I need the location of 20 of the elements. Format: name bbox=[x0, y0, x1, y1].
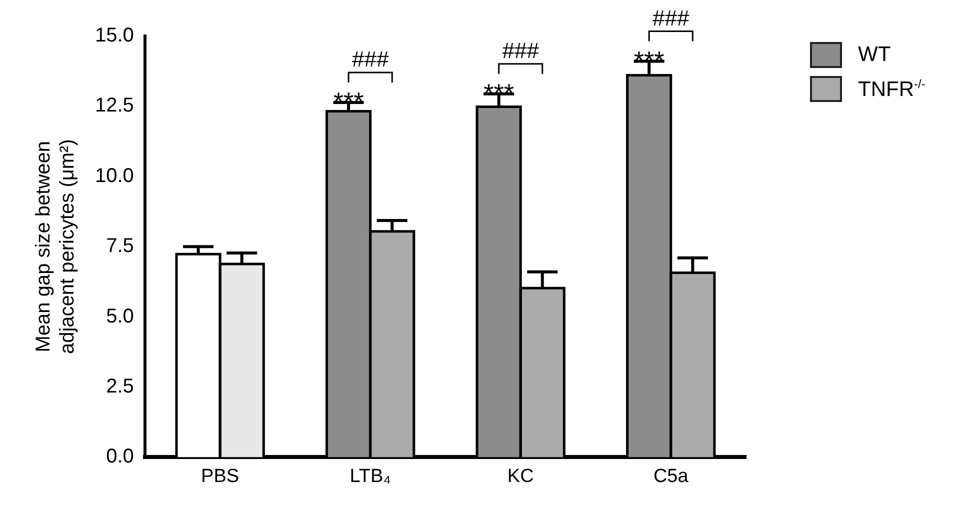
legend-label: WT bbox=[858, 43, 891, 67]
annotation: *** bbox=[333, 86, 364, 117]
x-tick-label: LTB₄ bbox=[350, 466, 392, 487]
y-tick-label: 0.0 bbox=[106, 446, 134, 468]
x-tick-label: KC bbox=[507, 466, 534, 487]
x-tick-label: PBS bbox=[201, 466, 240, 487]
y-tick-label: 7.5 bbox=[106, 235, 134, 258]
x-tick-label: C5a bbox=[653, 466, 689, 487]
y-tick-label: 5.0 bbox=[106, 305, 134, 328]
y-axis-title: Mean gap size between adjacent pericytes (μm²) bbox=[32, 139, 79, 354]
y-tick-label: 10.0 bbox=[94, 164, 134, 187]
annotation: *** bbox=[484, 78, 514, 108]
y-tick-label: 2.5 bbox=[106, 376, 134, 398]
y-tick-label: 12.5 bbox=[94, 94, 134, 117]
annotation: ### bbox=[502, 38, 540, 63]
y-tick-label: 15.0 bbox=[94, 24, 134, 47]
text: ### bbox=[652, 5, 690, 30]
annotation: *** bbox=[634, 45, 664, 76]
legend-label: TNFR$^{-/-}$ bbox=[858, 76, 926, 102]
annotation: ### bbox=[352, 46, 390, 72]
